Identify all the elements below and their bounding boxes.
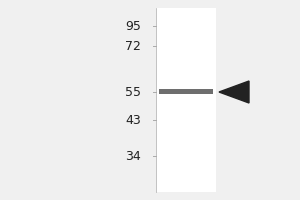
Text: 55: 55 (125, 86, 141, 98)
Polygon shape (219, 81, 249, 103)
Text: 43: 43 (125, 114, 141, 127)
FancyBboxPatch shape (156, 8, 216, 192)
FancyBboxPatch shape (159, 89, 213, 94)
Text: 72: 72 (125, 40, 141, 52)
Text: 95: 95 (125, 20, 141, 32)
Text: 34: 34 (125, 150, 141, 162)
